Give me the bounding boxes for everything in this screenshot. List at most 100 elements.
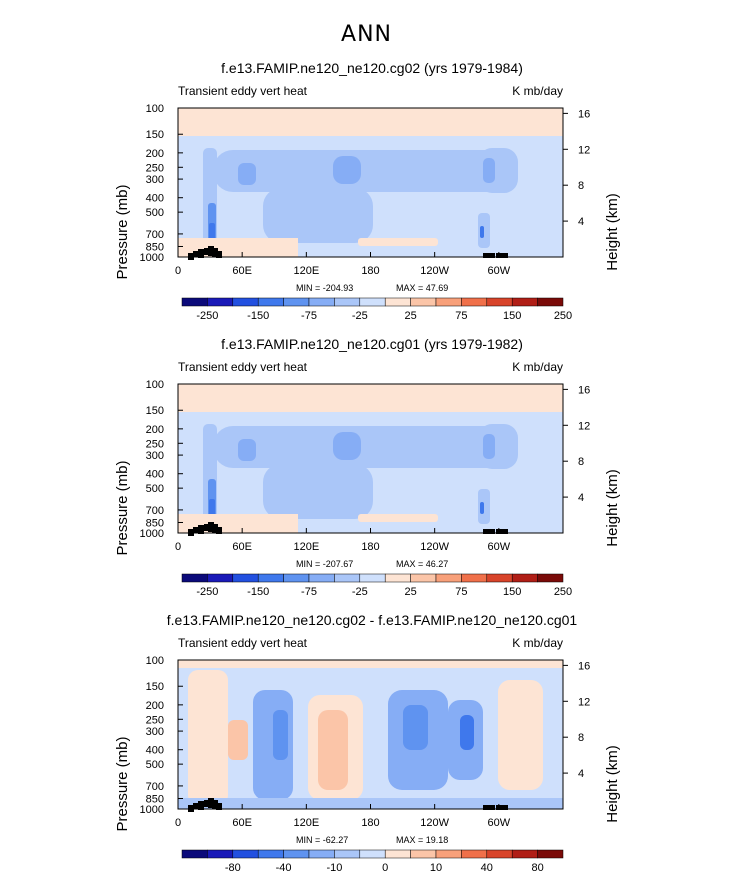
colorbar-swatch [384,573,411,583]
colorbar-label: 40 [481,862,493,873]
page-title: ANN [341,22,392,47]
colorbar-label: -40 [276,862,292,873]
x-tick-label: 60W [488,817,511,829]
colorbar-label: -75 [301,310,317,320]
topography [208,798,214,808]
x-tick-label: 60E [232,265,252,277]
chart-title: f.e13.FAMIP.ne120_ne120.cg02 (yrs 1979-1… [221,60,523,76]
colorbar-swatch [511,849,538,859]
contour-region [480,502,484,514]
topography [198,801,204,810]
colorbar-swatch [207,573,234,583]
colorbar-swatch [435,573,462,583]
contour-region [238,439,256,461]
colorbar-swatch [334,849,361,859]
units-label: K mb/day [512,360,563,374]
topography [193,803,199,809]
x-tick-label: 120E [293,265,319,277]
y2-tick-label: 4 [578,492,584,504]
max-label: MAX = 19.18 [396,835,448,845]
y2-tick-label: 8 [578,456,584,468]
topography [193,251,199,257]
y-tick-label: 200 [146,424,164,436]
y2-tick-label: 12 [578,144,590,156]
left-label: Transient eddy vert heat [178,84,308,98]
colorbar-swatch [308,849,335,859]
contour-region [178,108,563,136]
topography [216,251,222,258]
y-tick-label: 250 [146,438,164,450]
colorbar-swatch [308,573,335,583]
colorbar-swatch [461,297,488,307]
colorbar-label: -25 [352,586,368,596]
y-tick-label: 700 [146,505,164,517]
y2-axis-label: Height (km) [604,469,621,547]
contour-region [318,710,348,790]
y2-tick-label: 16 [578,384,590,396]
x-tick-label: 120W [420,817,449,829]
colorbar-swatch [537,849,564,859]
chart-panel-3: f.e13.FAMIP.ne120_ne120.cg02 - f.e13.FAM… [0,602,733,874]
contour-region [213,150,513,192]
colorbar-label: 75 [455,586,467,596]
y-tick-label: 500 [146,207,164,219]
topography [496,529,508,534]
contour-region [333,432,361,460]
colorbar-label: -150 [247,586,269,596]
y2-tick-label: 16 [578,660,590,672]
contour-region [238,163,256,185]
colorbar-swatch [359,297,386,307]
colorbar-swatch [181,849,208,859]
contour-region [480,226,484,238]
y-tick-label: 250 [146,162,164,174]
topography [483,529,495,534]
contour-region [483,158,495,183]
y-tick-label: 850 [146,793,164,805]
y-tick-label: 100 [146,103,164,115]
colorbar-swatch [384,849,411,859]
y-tick-label: 850 [146,241,164,253]
y-tick-label: 300 [146,450,164,462]
colorbar-label: -75 [301,586,317,596]
y-tick-label: 150 [146,681,164,693]
colorbar-swatch [359,573,386,583]
colorbar-swatch [511,297,538,307]
contour-region [188,670,228,805]
contour-region [498,680,543,790]
colorbar-swatch [207,297,234,307]
topography [216,527,222,534]
colorbar-label: -25 [352,310,368,320]
colorbar-swatch [207,849,234,859]
colorbar-swatch [257,573,284,583]
contour-region [178,660,563,668]
colorbar-label: -10 [326,862,342,873]
contour-region [263,188,373,243]
chart-title: f.e13.FAMIP.ne120_ne120.cg02 - f.e13.FAM… [167,612,578,628]
colorbar-swatch [359,849,386,859]
y-tick-label: 100 [146,655,164,667]
y-tick-label: 400 [146,745,164,757]
colorbar-label: 250 [554,586,572,596]
units-label: K mb/day [512,636,563,650]
x-tick-label: 120W [420,265,449,277]
contour-region [460,715,474,750]
x-tick-label: 0 [175,541,181,553]
colorbar-swatch [334,573,361,583]
y-tick-label: 500 [146,759,164,771]
y2-tick-label: 8 [578,732,584,744]
topography [198,525,204,534]
colorbar-swatch [384,297,411,307]
y-tick-label: 300 [146,726,164,738]
y-axis-label: Pressure (mb) [114,460,131,555]
y2-axis-label: Height (km) [604,193,621,271]
colorbar-swatch [486,297,513,307]
topography [212,800,218,809]
contour-region [358,514,438,522]
y-tick-label: 400 [146,469,164,481]
x-tick-label: 120W [420,541,449,553]
x-tick-label: 60W [488,265,511,277]
topography [483,253,495,258]
topography [208,522,214,532]
topography [204,800,210,807]
contour-region [273,710,288,760]
